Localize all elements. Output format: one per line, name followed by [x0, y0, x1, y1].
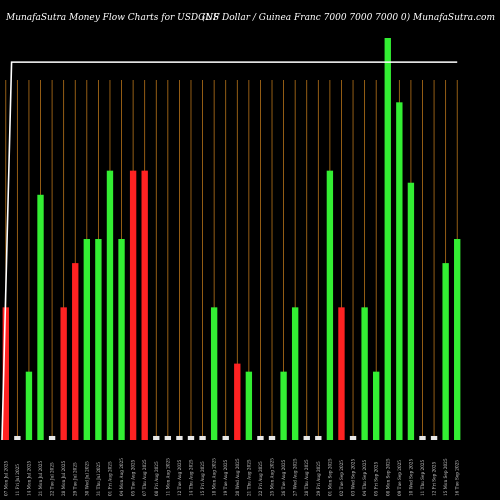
- bars: [2, 38, 461, 440]
- bar: [349, 435, 357, 440]
- x-tick-label: 12 Tue Aug 2025: [177, 459, 182, 496]
- x-tick-label: 26 Tue Aug 2025: [281, 459, 286, 496]
- x-tick-label: 16 Tue Sep 2025: [455, 460, 460, 496]
- price-line-group: [1, 61, 458, 441]
- bar: [164, 435, 172, 440]
- bar: [361, 307, 368, 440]
- x-tick-label: 14 Mon Jul 2025: [26, 460, 31, 496]
- bar: [384, 38, 391, 440]
- x-tick-label: 21 Mon Jul 2025: [38, 460, 43, 496]
- bar: [373, 371, 380, 440]
- x-tick-label: 22 Fri Aug 2025: [258, 461, 263, 496]
- x-tick-label: 02 Tue Sep 2025: [339, 460, 344, 496]
- bar: [303, 435, 310, 440]
- x-tick-label: 01 Fri Aug 2025: [107, 461, 112, 496]
- x-tick-label: 07 Mon Jul 2025: [3, 460, 8, 496]
- bar: [338, 307, 345, 440]
- bar: [396, 102, 403, 440]
- x-tick-label: 12 Fri Sep 2025: [432, 461, 437, 496]
- bar: [118, 239, 125, 440]
- bar: [234, 363, 241, 440]
- x-tick-label: 20 Wed Aug 2025: [235, 458, 240, 496]
- x-tick-label: 14 Thu Aug 2025: [188, 459, 193, 496]
- bar: [60, 307, 67, 440]
- x-tick-label: 03 Wed Sep 2025: [351, 459, 356, 496]
- bar: [95, 239, 102, 440]
- bar: [280, 371, 287, 440]
- bar: [315, 435, 322, 440]
- x-tick-label: 28 Mon Jul 2025: [61, 460, 66, 496]
- bar: [291, 307, 299, 440]
- x-tick-label: 04 Thu Sep 2025: [362, 459, 367, 496]
- x-tick-label: 21 Thu Aug 2025: [246, 459, 251, 496]
- x-tick-label: 29 Fri Aug 2025: [316, 461, 321, 496]
- bar: [37, 194, 44, 440]
- bar: [257, 435, 264, 440]
- x-tick-label: 15 Fri Aug 2025: [200, 461, 205, 496]
- x-tick-label: 05 Tue Aug 2025: [131, 459, 136, 496]
- bar: [106, 170, 114, 440]
- bar: [141, 170, 148, 440]
- bar: [129, 170, 137, 440]
- x-tick-label: 30 Wed Jul 2025: [84, 461, 89, 496]
- x-tick-label: 11 Fri Jul 2025: [15, 464, 20, 496]
- bar: [25, 371, 33, 440]
- x-tick-label: 01 Mon Sep 2025: [327, 458, 332, 496]
- chart-subtitle: (US Dollar / Guinea Franc 7000 7000 7000…: [202, 12, 495, 23]
- bar: [83, 239, 90, 440]
- bar: [48, 435, 56, 440]
- x-tick-labels: 07 Mon Jul 2025 11 Fri Jul 2025 14 Mon Jul…: [3, 458, 459, 496]
- bar: [222, 435, 229, 440]
- chart-title: MunafaSutra Money Flow Charts for USDGNF: [5, 13, 220, 23]
- bar: [245, 371, 253, 440]
- x-tick-label: 05 Fri Sep 2025: [374, 461, 379, 496]
- x-tick-label: 11 Mon Aug 2025: [165, 458, 170, 496]
- bar: [268, 435, 276, 440]
- x-tick-label: 18 Mon Aug 2025: [212, 458, 217, 496]
- x-tick-label: 27 Wed Aug 2025: [293, 458, 298, 496]
- bar: [442, 263, 449, 440]
- bar: [176, 435, 183, 440]
- bar: [430, 435, 438, 440]
- x-tick-label: 22 Tue Jul 2025: [50, 462, 55, 496]
- bar: [199, 435, 206, 440]
- bar: [2, 307, 9, 440]
- x-tick-label: 11 Thu Sep 2025: [420, 459, 425, 496]
- x-tick-label: 08 Fri Aug 2025: [154, 461, 159, 496]
- bar: [419, 435, 426, 440]
- x-tick-label: 08 Mon Sep 2025: [385, 458, 390, 496]
- x-tick-label: 10 Wed Sep 2025: [408, 459, 413, 496]
- x-tick-label: 15 Mon Sep 2025: [443, 458, 448, 496]
- x-tick-label: 31 Thu Jul 2025: [96, 462, 101, 496]
- price-line: [1, 61, 458, 441]
- x-tick-label: 25 Mon Aug 2025: [270, 458, 275, 496]
- bar: [14, 435, 21, 440]
- x-tick-label: 04 Mon Aug 2025: [119, 458, 124, 496]
- bar: [153, 435, 160, 440]
- bar: [454, 239, 461, 440]
- x-tick-label: 09 Tue Sep 2025: [397, 460, 402, 496]
- bar: [72, 263, 79, 440]
- bar: [326, 170, 334, 440]
- bar: [210, 307, 218, 440]
- x-tick-label: 29 Tue Jul 2025: [73, 462, 78, 496]
- x-tick-label: 19 Tue Aug 2025: [223, 459, 228, 496]
- bar: [407, 182, 415, 440]
- x-tick-label: 28 Thu Aug 2025: [304, 459, 309, 496]
- bar: [187, 435, 195, 440]
- x-tick-label: 07 Thu Aug 2025: [142, 459, 147, 496]
